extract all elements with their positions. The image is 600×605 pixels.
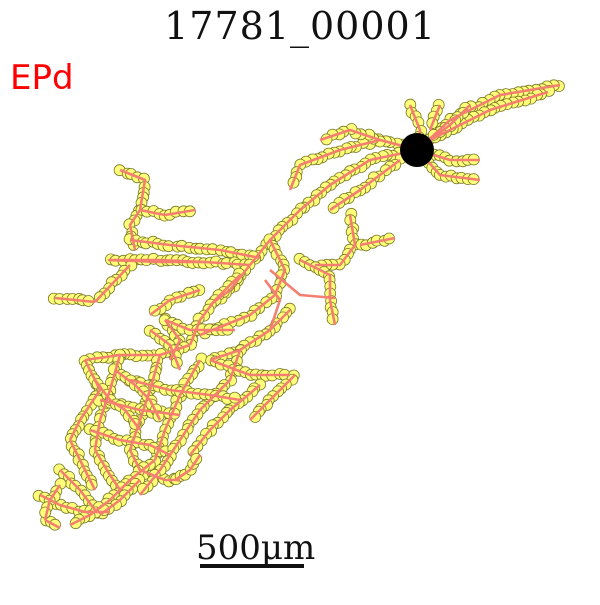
neurite-segment — [209, 309, 291, 362]
neurite-segment — [149, 288, 201, 317]
neurite-segment — [129, 238, 261, 260]
neurite-segment — [149, 328, 182, 371]
neurite-segment — [93, 354, 122, 451]
neurite-segment — [94, 264, 131, 303]
neurite-segment — [319, 128, 381, 142]
neurite-segment — [263, 279, 282, 331]
neurite-segment — [248, 148, 419, 266]
neurite-segment — [54, 296, 96, 304]
neurite-segment — [188, 384, 261, 456]
neurite-segment — [359, 236, 396, 247]
neurite-segment — [315, 214, 357, 267]
neurite-segment — [138, 439, 182, 496]
neurite-segment — [129, 378, 241, 402]
neurite-segment — [268, 239, 287, 296]
scale-bar-label: 500µm — [196, 528, 316, 568]
neurite-segment — [43, 484, 62, 521]
neurite-segment — [164, 318, 235, 332]
neurite-segment — [99, 479, 141, 517]
neurite-segment — [109, 458, 156, 501]
neurite-segment — [288, 138, 419, 191]
neurite-segment — [93, 379, 142, 431]
neurite-segment — [69, 498, 111, 527]
neurite-segment — [107, 258, 205, 264]
neurite-segment — [209, 358, 290, 377]
neurite-segment — [139, 208, 196, 217]
neurite-segment — [429, 104, 471, 142]
scale-bar — [200, 564, 304, 568]
neurite-segment — [417, 83, 561, 151]
neurite-segment — [89, 428, 171, 457]
neurite-segment — [59, 469, 97, 511]
neurite-segment — [269, 269, 336, 300]
neurite-segment — [68, 359, 102, 441]
trace-node — [249, 411, 262, 423]
neurite-segment — [329, 158, 401, 212]
neurite-segment — [299, 258, 337, 326]
neurite-segment — [153, 359, 202, 461]
neurite-segment — [428, 104, 442, 131]
region-label: EPd — [10, 58, 74, 98]
neurite-segment — [68, 439, 97, 491]
neurite-segment — [249, 374, 296, 421]
neurite-segment — [128, 449, 180, 482]
neurite-segment — [128, 354, 162, 451]
neurite-segment — [174, 454, 202, 482]
page-title: 17781_00001 — [164, 4, 436, 48]
neurite-segment — [188, 274, 241, 346]
neurite-segment — [84, 343, 191, 362]
neurite-segment — [429, 90, 549, 142]
soma — [400, 133, 434, 167]
neurite-segment — [114, 368, 162, 421]
neurite-segment — [44, 518, 61, 530]
neurite-segment — [93, 449, 122, 491]
